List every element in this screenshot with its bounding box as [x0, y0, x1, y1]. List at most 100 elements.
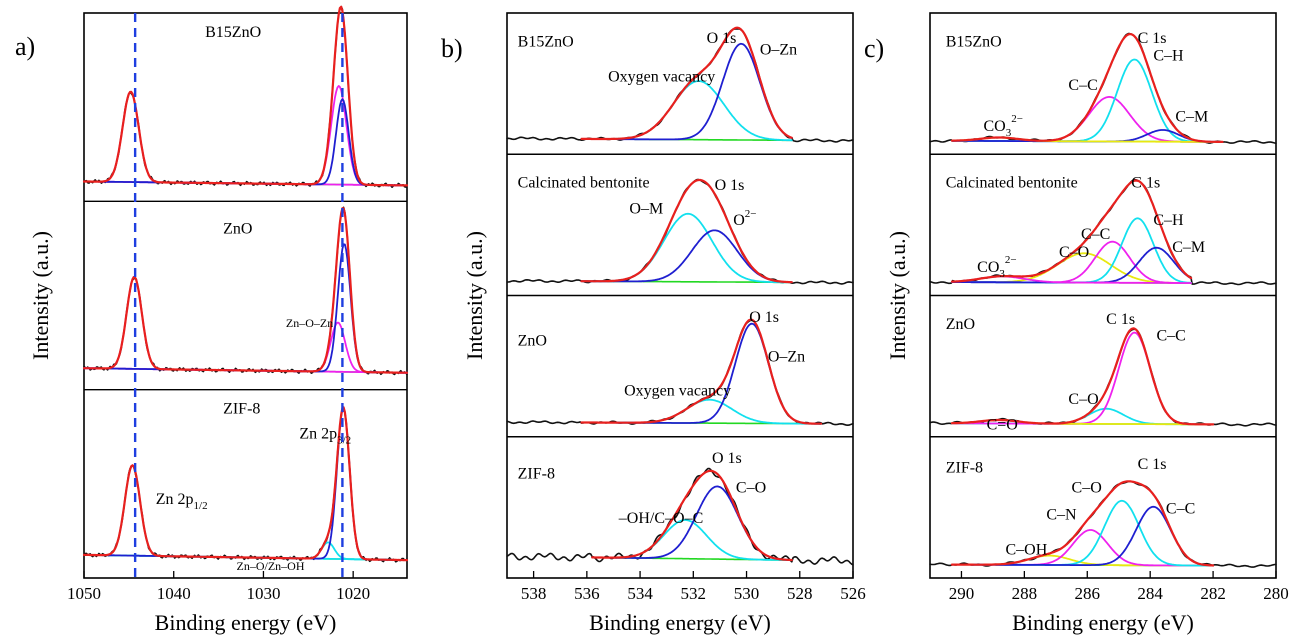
annotation-label: O 1s [712, 450, 742, 467]
x-tick-label: 534 [627, 584, 653, 603]
annotation-label: C=O [987, 417, 1018, 434]
annotation-label: C 1s [1106, 311, 1135, 328]
annotation-label: Calcinated bentonite [946, 175, 1078, 192]
annotation-label: Zn–O–Zn [286, 316, 333, 330]
subplot-calcinated-bentonite: Calcinated bentonite C 1s C–H C–M C–CC–O CO32… [929, 175, 1277, 286]
fit-envelope-line [82, 207, 409, 374]
annotation-label: C–O [736, 479, 766, 496]
fit-component-blue [83, 98, 408, 187]
panel-label: b) [441, 34, 463, 63]
x-tick-label: 280 [1263, 584, 1289, 603]
annotation-label: C–M [1175, 108, 1208, 125]
x-tick-label: 1050 [67, 584, 101, 603]
x-axis-label: Binding energy (eV) [589, 610, 771, 635]
annotation-label: ZIF-8 [223, 401, 260, 418]
x-tick-label: 1030 [246, 584, 280, 603]
annotation-label: Oxygen vacancy [624, 383, 731, 400]
panel-2: 290 288 286 284 282 280 Binding energy (eV) Int… [864, 12, 1289, 635]
annotation-label: ZnO [946, 316, 975, 333]
subplot-calcinated-bentonite: Calcinated bentonite O 1s O–M O2− [506, 175, 854, 285]
fit-envelope-line [950, 480, 1215, 567]
annotation-label: Calcinated bentonite [518, 175, 650, 192]
x-tick-label: 538 [521, 584, 547, 603]
annotation-label: C–H [1153, 47, 1184, 64]
annotation-label: O 1s [715, 177, 745, 194]
annotation-label: C 1s [1131, 175, 1160, 192]
annotation-label: –OH/C–O–C [618, 510, 703, 527]
fit-component-cyan [580, 80, 793, 142]
x-tick-label: 528 [787, 584, 813, 603]
x-tick-label: 530 [734, 584, 760, 603]
annotation-label: C–C [1156, 328, 1185, 345]
annotation-label: CO32− [983, 113, 1022, 139]
x-tick-label: 526 [840, 584, 866, 603]
annotation-label: C 1s [1138, 456, 1167, 473]
annotation-label: B15ZnO [518, 33, 574, 50]
fit-envelope-line [580, 26, 793, 141]
annotation-label: C–M [1172, 239, 1205, 256]
fit-component-magenta [83, 85, 408, 187]
fit-envelope-line [950, 33, 1224, 143]
annotation-label: Zn–O/Zn–OH [237, 559, 305, 573]
x-tick-label: 282 [1200, 584, 1226, 603]
annotation-label: C–C [1068, 77, 1097, 94]
fit-envelope-line [950, 327, 1215, 426]
fit-envelope-line [950, 179, 1193, 283]
annotation-label: C–C [1081, 226, 1110, 243]
annotation-label: Zn 2p1/2 [156, 491, 208, 512]
annotation-label: O–Zn [768, 349, 805, 366]
annotation-label: O 1s [707, 30, 737, 47]
subplot-zno: ZnO Zn–O–Zn [82, 206, 409, 376]
fit-component-magenta [951, 331, 1214, 426]
x-tick-label: 1020 [336, 584, 370, 603]
fit-envelope-line [82, 5, 409, 187]
annotation-label: C–O [1059, 244, 1089, 261]
x-tick-label: 286 [1075, 584, 1101, 603]
raw-spectrum-line [929, 480, 1277, 568]
subplot-b15zno: B15ZnO C 1sC–H C–C C–M CO32− [929, 30, 1277, 145]
fit-envelope-line [591, 469, 793, 562]
x-tick-label: 284 [1137, 584, 1163, 603]
subplot-b15zno: B15ZnO O 1s O–Zn Oxygen vacancy [506, 26, 854, 143]
annotation-label: ZIF-8 [946, 459, 983, 476]
y-axis-label: Intensity (a.u.) [28, 231, 53, 360]
annotation-label: C 1s [1138, 30, 1167, 47]
fit-envelope-line [580, 178, 793, 284]
panel-0: 1050 1040 1030 1020 Binding energy (eV) Inten… [15, 5, 409, 635]
annotation-label: O–Zn [760, 42, 797, 59]
annotation-label: B15ZnO [946, 33, 1002, 50]
panel-label: c) [864, 34, 884, 63]
subplot-zif-8: ZIF-8 Zn 2p3/2 Zn 2p1/2 Zn–O/Zn–OH [82, 401, 409, 573]
plot-frame [83, 12, 408, 579]
annotation-label: O 1s [749, 309, 779, 326]
fit-envelope-line [580, 318, 823, 425]
annotation-label: C–H [1153, 212, 1184, 229]
raw-spectrum-line [506, 178, 854, 285]
annotation-label: Zn 2p3/2 [299, 425, 351, 446]
annotation-label: C–OH [1005, 542, 1047, 559]
annotation-label: ZnO [518, 332, 547, 349]
subplot-zif-8: ZIF-8 O 1s C–O –OH/C–O–C [506, 450, 854, 566]
annotation-label: C–O [1068, 391, 1098, 408]
subplot-b15zno: B15ZnO [82, 5, 409, 188]
annotation-label: C–C [1166, 501, 1195, 518]
annotation-label: Oxygen vacancy [608, 69, 715, 86]
panel-label: a) [15, 32, 35, 61]
annotation-label: O2− [733, 208, 756, 229]
x-axis-label: Binding energy (eV) [155, 610, 337, 635]
fit-envelope-line [82, 406, 409, 562]
fit-component-blue [83, 407, 408, 561]
x-axis-label: Binding energy (eV) [1012, 610, 1194, 635]
panel-1: 538 536 534 532 530 528 526 Binding energy (eV)… [441, 12, 866, 635]
x-tick-label: 536 [574, 584, 600, 603]
annotation-label: C–N [1046, 506, 1077, 523]
fit-component-blue [83, 243, 408, 374]
x-tick-label: 290 [949, 584, 975, 603]
fit-component-cyan [580, 212, 793, 284]
annotation-label: ZnO [223, 221, 252, 238]
fit-component-magenta [83, 91, 408, 187]
annotation-label: B15ZnO [205, 24, 261, 41]
annotation-label: C–O [1072, 479, 1102, 496]
subplot-zno: ZnO O 1s O–Zn Oxygen vacancy [506, 309, 854, 426]
